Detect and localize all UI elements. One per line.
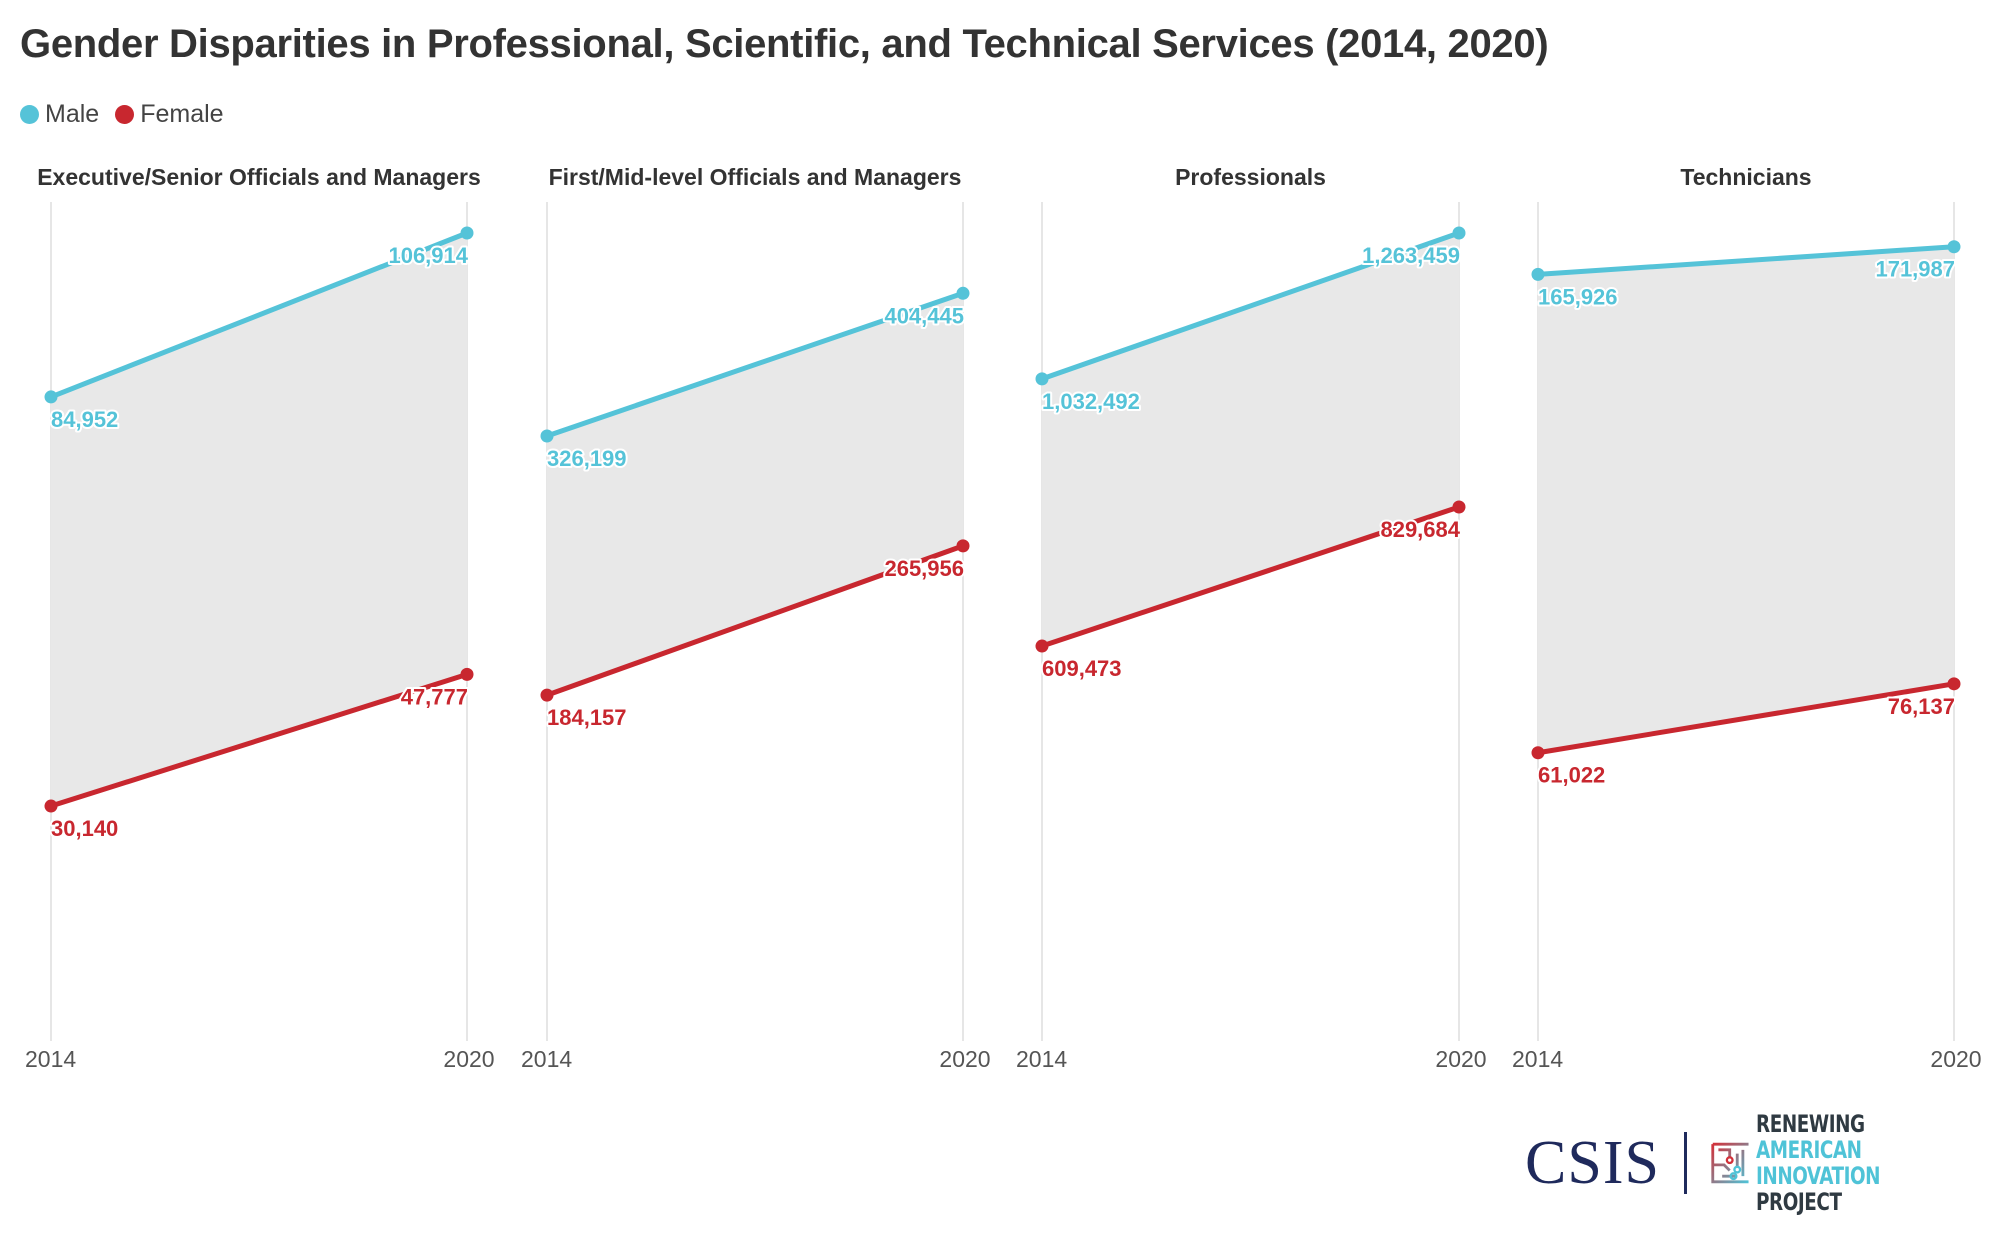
male-point bbox=[1531, 267, 1545, 281]
gap-area bbox=[51, 233, 467, 807]
x-tick-label: 2014 bbox=[25, 1046, 76, 1072]
raip-word: AMERICAN bbox=[1756, 1136, 1862, 1164]
legend-swatch-male bbox=[20, 105, 39, 124]
male-data-label: 326,199 bbox=[547, 446, 627, 471]
male-data-label: 1,263,459 bbox=[1362, 243, 1460, 268]
female-data-label: 61,022 bbox=[1538, 763, 1605, 788]
male-point bbox=[540, 429, 554, 443]
female-point bbox=[1531, 746, 1545, 760]
female-line bbox=[546, 543, 964, 698]
female-point bbox=[540, 688, 554, 702]
male-line bbox=[1537, 244, 1955, 277]
logo-divider bbox=[1683, 1132, 1687, 1194]
male-line bbox=[1041, 230, 1460, 382]
chart-title: Gender Disparities in Professional, Scie… bbox=[20, 22, 1549, 66]
female-data-label: 76,137 bbox=[1888, 694, 1955, 719]
female-point bbox=[956, 539, 970, 553]
x-tick-label: 2020 bbox=[1930, 1046, 1981, 1072]
male-point bbox=[956, 286, 970, 300]
male-point bbox=[1035, 372, 1049, 386]
legend: Male Female bbox=[20, 100, 240, 129]
x-tick-label: 2014 bbox=[1512, 1046, 1563, 1072]
x-tick-label: 2020 bbox=[443, 1046, 494, 1072]
gap-area bbox=[1538, 246, 1954, 753]
male-data-label: 106,914 bbox=[388, 243, 468, 268]
female-point bbox=[44, 799, 58, 813]
panel-title: First/Mid-level Officials and Managers bbox=[549, 164, 962, 190]
female-data-label: 184,157 bbox=[547, 705, 627, 730]
legend-swatch-female bbox=[115, 105, 135, 124]
male-data-label: 1,032,492 bbox=[1042, 389, 1140, 414]
raip-word: INNOVATION bbox=[1756, 1162, 1881, 1190]
male-data-label: 84,952 bbox=[51, 407, 118, 432]
legend-item-female[interactable]: Female bbox=[115, 100, 224, 129]
gap-area bbox=[1042, 233, 1459, 647]
panel-title: Professionals bbox=[1175, 164, 1326, 190]
male-data-label: 171,987 bbox=[1875, 257, 1955, 282]
female-point bbox=[1947, 677, 1961, 691]
logo: CSIS RENEWING AMERICAN INNOVATION PROJEC… bbox=[1525, 1111, 2000, 1215]
male-point bbox=[460, 226, 474, 240]
male-data-label: 404,445 bbox=[884, 303, 964, 328]
male-point bbox=[1452, 226, 1466, 240]
gap-area bbox=[547, 293, 963, 696]
panel-title: Technicians bbox=[1680, 164, 1811, 190]
female-data-label: 47,777 bbox=[401, 684, 468, 709]
female-data-label: 829,684 bbox=[1380, 517, 1460, 542]
female-data-label: 265,956 bbox=[884, 556, 964, 581]
female-line bbox=[1041, 504, 1460, 649]
female-line bbox=[1537, 681, 1955, 756]
x-tick-label: 2020 bbox=[1435, 1046, 1486, 1072]
legend-label-male: Male bbox=[45, 100, 100, 128]
female-point bbox=[460, 667, 474, 681]
female-point bbox=[1035, 639, 1049, 653]
raip-logo: RENEWING AMERICAN INNOVATION PROJECT bbox=[1709, 1111, 2000, 1215]
raip-word: PROJECT bbox=[1756, 1188, 1842, 1216]
x-tick-label: 2014 bbox=[1016, 1046, 1067, 1072]
female-data-label: 609,473 bbox=[1042, 656, 1122, 681]
legend-label-female: Female bbox=[140, 100, 224, 128]
panel-title: Executive/Senior Officials and Managers bbox=[37, 164, 481, 190]
csis-logo: CSIS bbox=[1525, 1129, 1660, 1197]
male-data-label: 165,926 bbox=[1538, 284, 1618, 309]
female-data-label: 30,140 bbox=[51, 816, 118, 841]
female-line bbox=[50, 672, 468, 809]
x-tick-label: 2020 bbox=[939, 1046, 990, 1072]
male-line bbox=[50, 230, 468, 400]
x-tick-label: 2014 bbox=[521, 1046, 572, 1072]
raip-word: RENEWING bbox=[1756, 1110, 1865, 1138]
female-point bbox=[1452, 500, 1466, 514]
circuit-icon bbox=[1711, 1142, 1749, 1184]
male-line bbox=[546, 290, 964, 439]
legend-item-male[interactable]: Male bbox=[20, 100, 99, 129]
male-point bbox=[44, 390, 58, 404]
male-point bbox=[1947, 240, 1961, 254]
